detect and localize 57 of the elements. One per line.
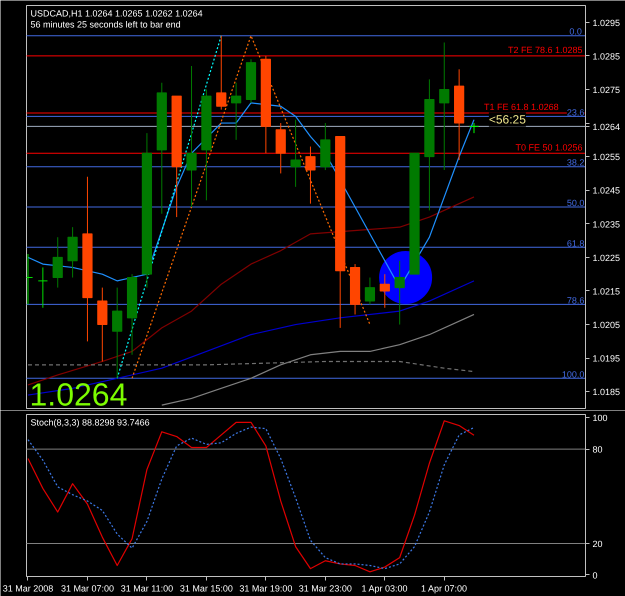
x-tick-label: 31 Mar 2008 — [2, 584, 54, 594]
ref-line-label: T0 FE 50 1.0256 — [515, 142, 583, 152]
candlestick — [364, 277, 376, 305]
x-tick-label: 31 Mar 19:00 — [239, 584, 292, 594]
candlestick — [439, 42, 450, 171]
y-tick-label: 1.0195 — [592, 354, 620, 364]
candlestick — [216, 35, 226, 110]
annotation: <56:25 — [488, 112, 526, 127]
candlestick — [97, 287, 108, 362]
candlestick — [38, 266, 48, 308]
candlestick — [468, 122, 480, 134]
x-tick-label: 31 Mar 15:00 — [180, 584, 233, 594]
y-tick-label: 1.0205 — [592, 320, 620, 330]
annotation: 100.0 — [562, 369, 584, 380]
y-tick-label: 0 — [592, 570, 598, 580]
candlestick — [186, 65, 197, 208]
y-tick-label: 1.0255 — [592, 152, 620, 162]
ref-line-label: T2 FE 78.6 1.0285 — [508, 44, 583, 55]
candlestick — [231, 82, 242, 140]
chart-title: USDCAD,H1 1.0264 1.0265 1.0262 1.0264 — [30, 8, 203, 18]
annotation: 1.0264 — [30, 376, 128, 412]
candlestick — [305, 146, 316, 204]
y-tick-label: 80 — [592, 444, 603, 455]
text: 56 minutes 25 seconds left to bar end — [30, 20, 181, 30]
annotation: 61.8 — [566, 238, 584, 248]
chart-title: Stoch(8,3,3) 88.8298 93.7466 — [30, 418, 150, 428]
y-tick-label: 100 — [592, 413, 608, 424]
y-tick-label: 1.0264 — [592, 122, 620, 132]
candlestick — [112, 287, 122, 379]
y-tick-label: 1.0295 — [592, 18, 620, 28]
candlestick — [290, 119, 301, 188]
y-tick-label: 1.0245 — [592, 186, 620, 196]
x-tick-label: 1 Apr 03:00 — [362, 584, 408, 594]
x-tick-label: 31 Mar 11:00 — [120, 584, 174, 594]
annotation: 78.6 — [566, 295, 584, 306]
x-tick-label: 31 Mar 23:00 — [298, 584, 352, 594]
x-tick-label: 1 Apr 07:00 — [420, 584, 468, 594]
y-tick-label: 1.0285 — [592, 51, 620, 62]
y-tick-label: 20 — [592, 538, 603, 549]
y-tick-label: 1.0275 — [592, 84, 620, 95]
y-tick-label: 1.0235 — [592, 219, 620, 230]
annotation: 38.2 — [566, 158, 584, 168]
candlestick — [380, 274, 390, 308]
annotation: 23.6 — [566, 107, 584, 118]
annotation: 50.0 — [566, 198, 584, 208]
y-tick-label: 1.0215 — [592, 286, 620, 296]
annotation: 0.0 — [569, 26, 582, 37]
line-series — [27, 360, 475, 372]
x-tick-label: 31 Mar 07:00 — [60, 584, 114, 594]
candlestick — [67, 226, 78, 278]
candlestick — [276, 122, 286, 174]
line-series — [161, 314, 475, 406]
ref-line-label: T1 FE 61.8 1.0268 — [484, 102, 559, 112]
candlestick — [52, 236, 63, 288]
y-tick-label: 1.0225 — [592, 252, 620, 263]
candlestick — [394, 260, 405, 326]
y-tick-label: 1.0185 — [592, 387, 620, 398]
